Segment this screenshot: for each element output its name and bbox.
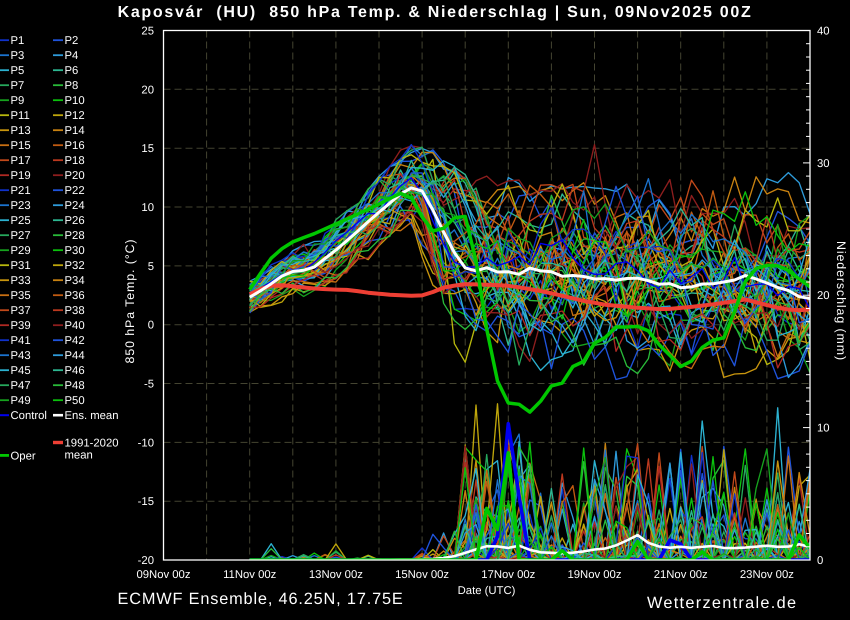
svg-text:P35: P35 [11, 290, 31, 302]
svg-text:-15: -15 [138, 496, 154, 508]
svg-text:-5: -5 [144, 379, 154, 391]
svg-text:19Nov 00z: 19Nov 00z [567, 569, 621, 581]
svg-text:P25: P25 [11, 215, 31, 227]
svg-text:P20: P20 [65, 170, 85, 182]
svg-text:P8: P8 [65, 80, 79, 92]
svg-text:Wetterzentrale.de: Wetterzentrale.de [647, 594, 797, 612]
svg-text:09Nov 00z: 09Nov 00z [136, 569, 190, 581]
svg-text:20: 20 [141, 84, 154, 96]
svg-text:0: 0 [817, 555, 823, 567]
svg-text:P37: P37 [11, 305, 31, 317]
svg-text:40: 40 [817, 26, 830, 38]
svg-text:P2: P2 [65, 35, 79, 47]
svg-text:P21: P21 [11, 185, 31, 197]
svg-text:P44: P44 [65, 350, 85, 362]
svg-text:1991-2020: 1991-2020 [65, 438, 119, 450]
svg-text:P28: P28 [65, 230, 85, 242]
svg-text:Niederschlag (mm): Niederschlag (mm) [834, 241, 848, 361]
svg-text:P45: P45 [11, 365, 31, 377]
svg-text:P18: P18 [65, 155, 85, 167]
svg-text:P22: P22 [65, 185, 85, 197]
svg-text:P10: P10 [65, 95, 85, 107]
svg-text:0: 0 [148, 320, 154, 332]
svg-text:Kaposvár (HU) 850 hPa Temp.: Kaposvár (HU) 850 hPa Temp. & Niederschl… [118, 4, 753, 21]
svg-text:P12: P12 [65, 110, 85, 122]
svg-text:P47: P47 [11, 380, 31, 392]
svg-text:P32: P32 [65, 260, 85, 272]
svg-text:30: 30 [817, 158, 830, 170]
svg-text:P4: P4 [65, 50, 79, 62]
svg-text:P46: P46 [65, 365, 85, 377]
svg-text:23Nov 00z: 23Nov 00z [740, 569, 794, 581]
svg-text:ECMWF Ensemble, 46.25N, 17.75E: ECMWF Ensemble, 46.25N, 17.75E [118, 590, 404, 608]
svg-text:17Nov 00z: 17Nov 00z [481, 569, 535, 581]
svg-text:P5: P5 [11, 65, 25, 77]
svg-text:P29: P29 [11, 245, 31, 257]
svg-text:P36: P36 [65, 290, 85, 302]
svg-text:P11: P11 [11, 110, 30, 122]
svg-text:P16: P16 [65, 140, 85, 152]
svg-text:P49: P49 [11, 395, 31, 407]
svg-text:10: 10 [141, 202, 154, 214]
svg-text:P23: P23 [11, 200, 31, 212]
svg-text:P33: P33 [11, 275, 31, 287]
svg-text:P3: P3 [11, 50, 25, 62]
svg-text:15Nov 00z: 15Nov 00z [395, 569, 449, 581]
svg-text:P38: P38 [65, 305, 85, 317]
svg-text:P17: P17 [11, 155, 31, 167]
svg-text:Date (UTC): Date (UTC) [458, 585, 516, 597]
svg-text:P50: P50 [65, 395, 85, 407]
svg-text:10: 10 [817, 423, 830, 435]
svg-text:P34: P34 [65, 275, 85, 287]
svg-text:P19: P19 [11, 170, 31, 182]
svg-text:P27: P27 [11, 230, 31, 242]
svg-text:21Nov 00z: 21Nov 00z [654, 569, 708, 581]
svg-text:P39: P39 [11, 320, 31, 332]
svg-text:Oper: Oper [11, 450, 36, 462]
svg-text:Control: Control [11, 410, 47, 422]
svg-text:13Nov 00z: 13Nov 00z [309, 569, 363, 581]
svg-text:P9: P9 [11, 95, 25, 107]
svg-text:P31: P31 [11, 260, 31, 272]
svg-text:P48: P48 [65, 380, 85, 392]
svg-text:P42: P42 [65, 335, 85, 347]
svg-text:5: 5 [148, 261, 154, 273]
svg-text:P30: P30 [65, 245, 85, 257]
svg-text:P1: P1 [11, 35, 25, 47]
svg-text:850 hPa Temp. (°C): 850 hPa Temp. (°C) [123, 239, 137, 364]
svg-text:P43: P43 [11, 350, 31, 362]
svg-text:P24: P24 [65, 200, 85, 212]
svg-text:P13: P13 [11, 125, 31, 137]
svg-text:-10: -10 [138, 437, 154, 449]
svg-text:11Nov 00z: 11Nov 00z [223, 569, 277, 581]
svg-text:P40: P40 [65, 320, 85, 332]
svg-text:-20: -20 [138, 555, 154, 567]
svg-text:25: 25 [141, 25, 154, 37]
svg-text:20: 20 [817, 290, 830, 302]
svg-text:P41: P41 [11, 335, 31, 347]
svg-text:P15: P15 [11, 140, 31, 152]
svg-text:P7: P7 [11, 80, 25, 92]
svg-text:P26: P26 [65, 215, 85, 227]
svg-text:P14: P14 [65, 125, 85, 137]
svg-text:P6: P6 [65, 65, 79, 77]
svg-text:Ens. mean: Ens. mean [65, 410, 119, 422]
svg-text:mean: mean [65, 450, 93, 462]
svg-text:15: 15 [141, 143, 154, 155]
